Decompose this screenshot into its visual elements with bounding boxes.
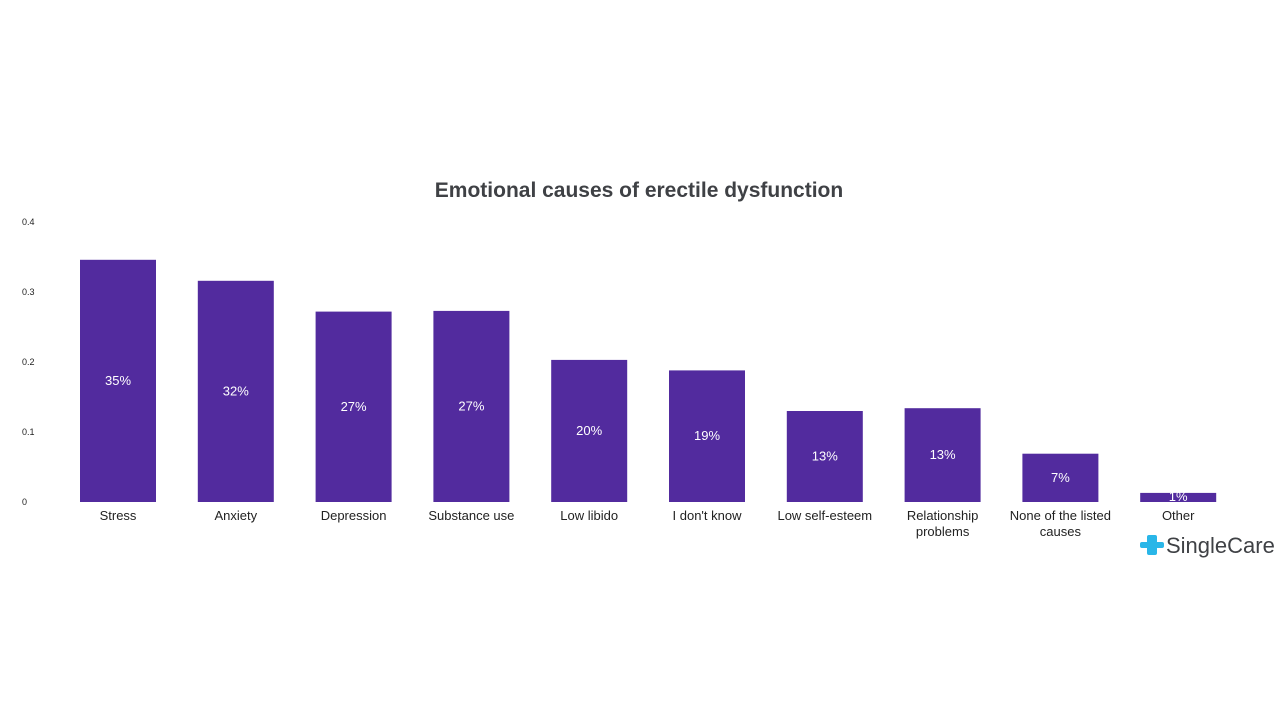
x-tick-label-line: Low self-esteem: [777, 508, 872, 523]
bar-data-label: 20%: [576, 423, 602, 438]
y-tick-label: 0: [22, 497, 27, 507]
bar-data-label: 32%: [223, 383, 249, 398]
bar-data-label: 13%: [930, 447, 956, 462]
x-tick-label-line: Low libido: [560, 508, 618, 523]
x-tick-label: Low self-esteem: [777, 508, 872, 523]
x-tick-label-line: I don't know: [673, 508, 743, 523]
y-axis: 0 0.1 0.2 0.3 0.4: [22, 217, 35, 507]
logo-text: SingleCare: [1166, 533, 1275, 558]
bar-data-label: 35%: [105, 373, 131, 388]
x-tick-label: Relationship problems: [907, 508, 979, 539]
x-tick-label-line: Depression: [321, 508, 387, 523]
bar-data-label: 1%: [1169, 489, 1188, 504]
x-tick-label: Anxiety: [214, 508, 257, 523]
x-tick-label-line: None of the listed: [1010, 508, 1111, 523]
x-tick-label: None of the listed causes: [1010, 508, 1111, 539]
y-tick-label: 0.1: [22, 427, 35, 437]
bar-data-label: 7%: [1051, 470, 1070, 485]
y-tick-label: 0.2: [22, 357, 35, 367]
y-tick-label: 0.4: [22, 217, 35, 227]
x-tick-label-line: causes: [1040, 524, 1082, 539]
x-tick-label: Substance use: [428, 508, 514, 523]
x-tick-label-line: Stress: [100, 508, 137, 523]
x-tick-label: I don't know: [673, 508, 743, 523]
bar: [1022, 453, 1099, 502]
x-tick-label-line: Substance use: [428, 508, 514, 523]
bar: [786, 411, 863, 502]
bar-data-label: 27%: [341, 399, 367, 414]
bar: [80, 259, 156, 502]
x-tick-label: Other: [1162, 508, 1195, 523]
x-tick-label-line: Relationship: [907, 508, 979, 523]
bar: [315, 311, 392, 502]
y-tick-label: 0.3: [22, 287, 35, 297]
medical-cross-icon: [1140, 535, 1164, 555]
chart-title: Emotional causes of erectile dysfunction: [435, 179, 843, 202]
bar: [904, 408, 981, 502]
bar: [433, 310, 510, 502]
bar-data-label: 19%: [694, 428, 720, 443]
x-axis: Stress Anxiety Depression Substance use Low …: [100, 508, 1196, 539]
bar: [1140, 492, 1217, 502]
x-tick-label-line: Anxiety: [214, 508, 257, 523]
bar: [669, 370, 745, 502]
x-tick-label-line: Other: [1162, 508, 1195, 523]
bar-data-label: 27%: [458, 398, 484, 413]
bar-data-label: 13%: [812, 449, 838, 464]
data-labels: 35% 32% 27% 27% 20% 19% 13% 13% 7% 1%: [105, 373, 1188, 504]
bar: [551, 359, 628, 502]
x-tick-label: Depression: [321, 508, 387, 523]
singlecare-logo: SingleCare: [1140, 533, 1275, 558]
x-tick-label: Stress: [100, 508, 137, 523]
x-tick-label-line: problems: [916, 524, 970, 539]
x-tick-label: Low libido: [560, 508, 618, 523]
bar: [197, 280, 274, 502]
bars: [80, 259, 1217, 502]
